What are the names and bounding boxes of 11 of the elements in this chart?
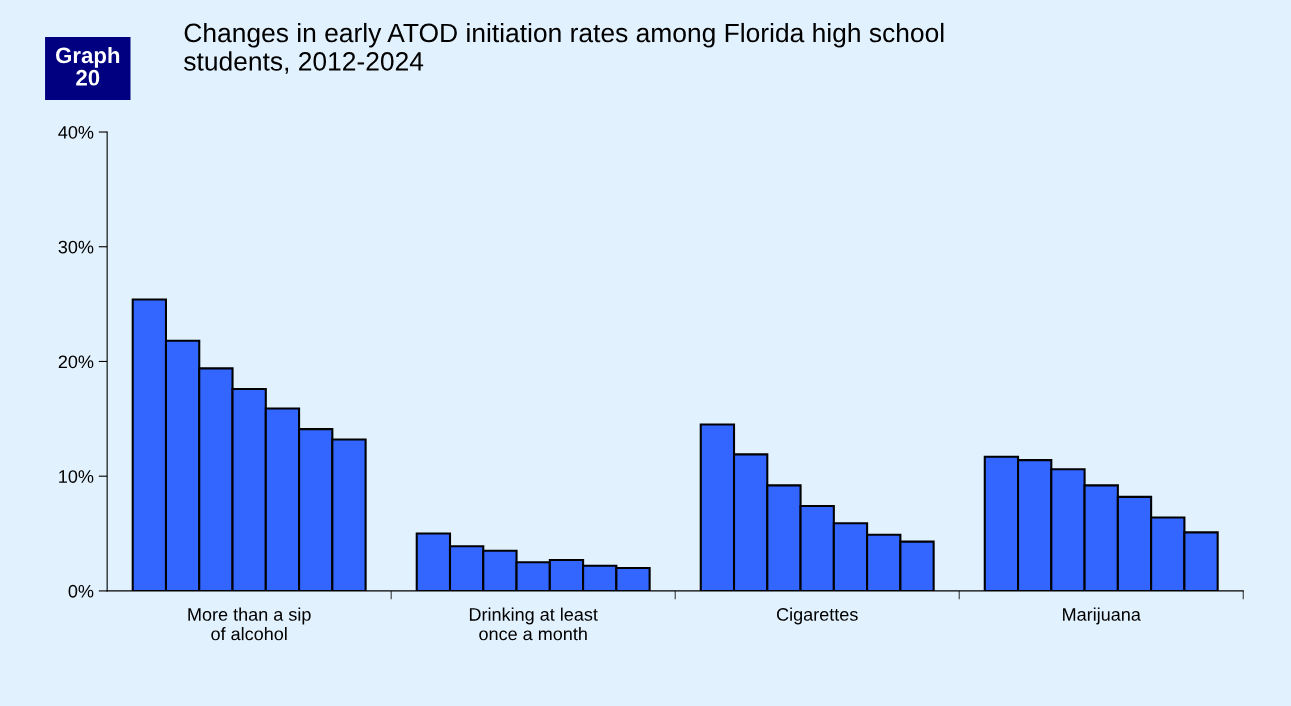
x-tick-label: More than a sip of alcohol [188,607,311,641]
y-tick-label: 30% [58,240,94,254]
x-tick-label: Drinking at least once a month [469,607,598,641]
x-tick-label: Marijuana [1063,607,1141,625]
y-tick-label: 20% [58,355,94,369]
y-tick-label: 10% [59,470,94,483]
y-tick-label: 0% [68,584,94,598]
caption: Graph 20 [55,46,120,86]
y-tick-label: 40% [58,125,94,139]
x-tick-label: Cigarettes [776,607,858,625]
chart-title: Changes in early ATOD initiation rates among Florida high school students, 2012-2024 [184,22,944,74]
